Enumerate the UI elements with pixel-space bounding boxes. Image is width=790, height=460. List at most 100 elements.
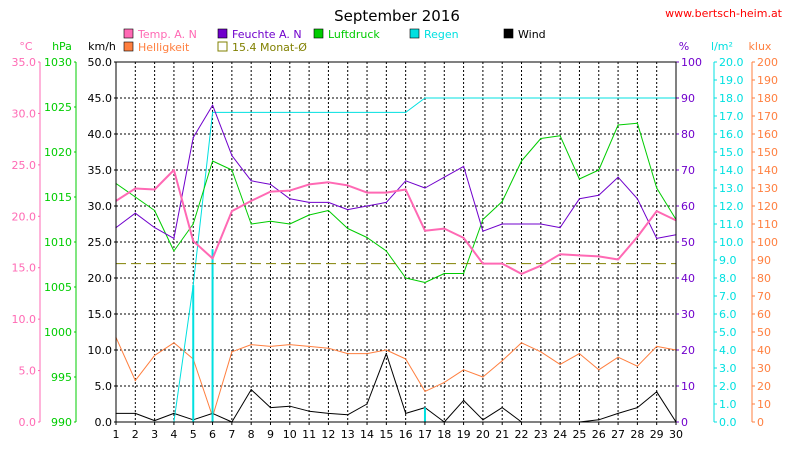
series-helligkeit (115, 336, 677, 418)
y-tick-label-hum: 60 (681, 200, 695, 213)
data-point (578, 254, 581, 256)
y-tick-label-lux: 140 (757, 164, 778, 177)
x-tick-label: 24 (553, 428, 567, 441)
y-tick-label-lux: 10 (757, 398, 771, 411)
data-point (154, 209, 156, 212)
data-point (385, 201, 387, 203)
y-tick-label-wind: 20.0 (88, 272, 113, 285)
legend-label: Luftdruck (328, 28, 380, 41)
axis-unit-lux: klux (749, 40, 772, 53)
y-tick-label-lux: 50 (757, 326, 771, 339)
y-tick-label-hum: 40 (681, 272, 695, 285)
y-tick-label-lux: 70 (757, 290, 771, 303)
data-point (578, 178, 581, 180)
data-point (462, 237, 465, 239)
y-tick-label-hum: 0 (681, 416, 688, 429)
y-tick-label-lux: 0 (757, 416, 764, 429)
data-point (482, 376, 484, 378)
y-tick-label-lux: 20 (757, 380, 771, 393)
data-point (540, 265, 542, 267)
y-tick-label-pres: 1025 (44, 101, 72, 114)
y-tick-label-rain: 6.0 (719, 308, 737, 321)
data-point (308, 214, 310, 216)
y-tick-label-wind: 25.0 (88, 236, 113, 249)
data-point (540, 223, 542, 225)
data-point (250, 389, 252, 391)
data-point (366, 353, 368, 355)
x-tick-label: 28 (630, 428, 644, 441)
y-tick-label-lux: 180 (757, 92, 778, 105)
data-point (636, 198, 638, 200)
data-point (482, 97, 484, 99)
data-point (231, 155, 233, 157)
y-tick-label-rain: 14.0 (719, 164, 744, 177)
x-tick-label: 27 (611, 428, 625, 441)
axis-unit-temp: °C (19, 40, 33, 53)
x-tick-label: 18 (437, 428, 451, 441)
axis-unit-hum: % (679, 40, 689, 53)
data-point (250, 180, 252, 182)
series-line (115, 104, 677, 239)
data-point (656, 391, 658, 393)
data-point (231, 351, 233, 353)
legend-swatch (503, 28, 514, 39)
x-tick-label: 11 (302, 428, 316, 441)
watermark-link[interactable]: www.bertsch-heim.at (665, 7, 783, 20)
data-point (443, 97, 445, 99)
data-point (559, 253, 561, 255)
y-tick-label-pres: 1020 (44, 146, 72, 159)
x-tick-label: 23 (534, 428, 548, 441)
series-line (115, 169, 677, 275)
legend-item: Helligkeit (123, 41, 190, 54)
data-point (231, 210, 233, 212)
x-tick-label: 19 (457, 428, 471, 441)
legend-swatch (217, 41, 228, 52)
data-point (501, 360, 503, 362)
y-tick-label-lux: 150 (757, 146, 778, 159)
data-point (559, 363, 561, 365)
data-point (501, 263, 503, 265)
data-point (636, 236, 638, 238)
data-point (482, 230, 484, 232)
y-tick-label-hum: 20 (681, 344, 695, 357)
data-point (617, 124, 619, 126)
data-point (308, 183, 310, 185)
y-tick-label-wind: 0.0 (95, 416, 113, 429)
y-tick-label-rain: 19.0 (719, 74, 744, 87)
series-layer (115, 97, 677, 423)
y-tick-label-rain: 12.0 (719, 200, 744, 213)
data-point (211, 257, 214, 260)
x-tick-label: 2 (132, 428, 139, 441)
legend-label: Wind (518, 28, 546, 41)
legend-label: Helligkeit (138, 41, 190, 54)
legend-item: 15.4 Monat-Ø (217, 41, 307, 54)
data-point (656, 210, 658, 212)
y-tick-label-rain: 8.0 (719, 272, 737, 285)
data-point (501, 200, 503, 203)
y-tick-label-rain: 17.0 (719, 110, 744, 123)
chart-title: September 2016 (334, 7, 460, 25)
data-point (598, 369, 600, 371)
y-tick-label-wind: 10.0 (88, 344, 113, 357)
data-point (289, 405, 291, 407)
data-point (347, 414, 349, 416)
y-tick-label-wind: 45.0 (88, 92, 113, 105)
y-tick-label-lux: 100 (757, 236, 778, 249)
data-point (269, 191, 272, 193)
data-point (366, 111, 368, 113)
x-tick-label: 15 (379, 428, 393, 441)
legend-label: Temp. A. N (137, 28, 197, 41)
y-tick-label-hum: 100 (681, 56, 702, 69)
data-point (269, 407, 272, 409)
y-tick-label-lux: 120 (757, 200, 778, 213)
data-point (578, 97, 581, 99)
y-tick-label-wind: 50.0 (88, 56, 113, 69)
y-tick-label-rain: 4.0 (719, 344, 737, 357)
data-point (405, 188, 407, 191)
data-point (598, 419, 600, 421)
data-point (424, 230, 426, 232)
y-tick-label-temp: 30.0 (12, 107, 37, 120)
y-tick-label-lux: 170 (757, 110, 778, 123)
y-tick-label-wind: 30.0 (88, 200, 113, 213)
y-tick-label-rain: 3.0 (719, 362, 737, 375)
